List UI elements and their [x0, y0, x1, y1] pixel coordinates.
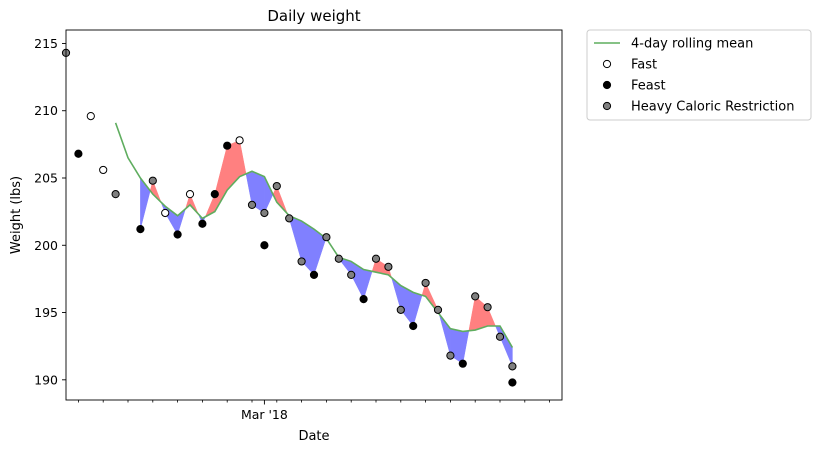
legend-label: Feast — [631, 79, 666, 94]
feast-marker — [260, 241, 269, 250]
fast-marker — [235, 136, 244, 145]
restriction-marker — [371, 254, 381, 263]
rolling-mean-line — [114, 122, 514, 348]
restriction-marker — [483, 303, 492, 312]
restriction-marker — [347, 270, 356, 279]
feast-marker — [173, 230, 182, 239]
x-axis-label: Date — [298, 429, 329, 444]
restriction-marker — [433, 305, 443, 314]
legend: 4-day rolling mean Fast Feast Heavy Caloric… — [586, 29, 812, 121]
below-mean-fill — [288, 215, 302, 262]
feast-marker — [359, 294, 368, 304]
y-tick-label: 205 — [34, 171, 58, 186]
feast-marker — [508, 378, 517, 387]
restriction-marker — [384, 262, 393, 271]
legend-label: 4-day rolling mean — [631, 37, 753, 52]
feast-marker — [223, 141, 232, 150]
feast-marker — [210, 190, 219, 199]
restriction-marker — [508, 362, 517, 371]
legend-restriction-swatch — [602, 101, 612, 111]
y-tick-label: 215 — [34, 36, 58, 51]
restriction-marker — [334, 254, 343, 263]
restriction-marker — [247, 200, 257, 210]
restriction-marker — [471, 292, 480, 301]
restriction-marker — [495, 332, 505, 341]
below-mean-fill — [264, 176, 274, 214]
above-mean-fill — [474, 295, 488, 331]
fast-marker — [161, 208, 170, 218]
feast-marker — [136, 225, 145, 234]
y-axis-ticks: 190 195 200 205 210 215 — [34, 36, 66, 387]
below-mean-fill — [350, 260, 364, 300]
plot-frame — [65, 29, 563, 401]
restriction-marker — [260, 208, 269, 218]
legend-box — [586, 29, 812, 121]
above-mean-fill — [468, 296, 476, 332]
above-mean-fill — [245, 170, 253, 205]
restriction-marker — [148, 176, 157, 185]
legend-label: Heavy Caloric Restriction — [631, 100, 794, 115]
chart-title: Daily weight — [267, 7, 360, 25]
restriction-marker — [421, 278, 430, 288]
legend-feast-swatch — [602, 80, 612, 90]
feast-marker — [458, 359, 467, 368]
rolling-mean-line-group — [114, 122, 514, 348]
feast-marker — [309, 270, 319, 279]
above-mean-fill — [239, 140, 247, 178]
feast-marker — [198, 219, 207, 228]
feast-marker — [74, 149, 83, 158]
difference-fills — [140, 139, 513, 367]
legend-fast-swatch — [602, 59, 612, 69]
fast-marker — [86, 112, 95, 121]
restriction-marker — [322, 233, 331, 242]
above-mean-fill — [276, 185, 288, 214]
y-tick-label: 210 — [34, 103, 58, 118]
below-mean-fill — [499, 325, 513, 367]
restriction-marker — [111, 190, 120, 199]
feast-marker — [409, 321, 418, 331]
fast-marker — [185, 190, 195, 199]
restriction-marker — [285, 214, 294, 223]
y-tick-label: 195 — [34, 305, 58, 320]
legend-label: Fast — [631, 58, 657, 73]
x-axis-ticks: Mar '18 — [78, 400, 550, 422]
restriction-marker — [272, 181, 281, 191]
above-mean-fill — [462, 330, 470, 364]
x-tick-label: Mar '18 — [241, 407, 288, 422]
y-axis-label: Weight (lbs) — [9, 176, 24, 254]
y-tick-label: 200 — [34, 238, 58, 253]
y-tick-label: 190 — [34, 372, 58, 387]
scatter-markers — [61, 48, 517, 387]
fast-marker — [99, 165, 108, 175]
below-mean-fill — [363, 269, 373, 300]
below-mean-fill — [412, 292, 423, 327]
restriction-marker — [297, 257, 306, 266]
restriction-marker — [446, 351, 455, 360]
restriction-marker — [396, 305, 405, 314]
below-mean-fill — [301, 220, 315, 276]
